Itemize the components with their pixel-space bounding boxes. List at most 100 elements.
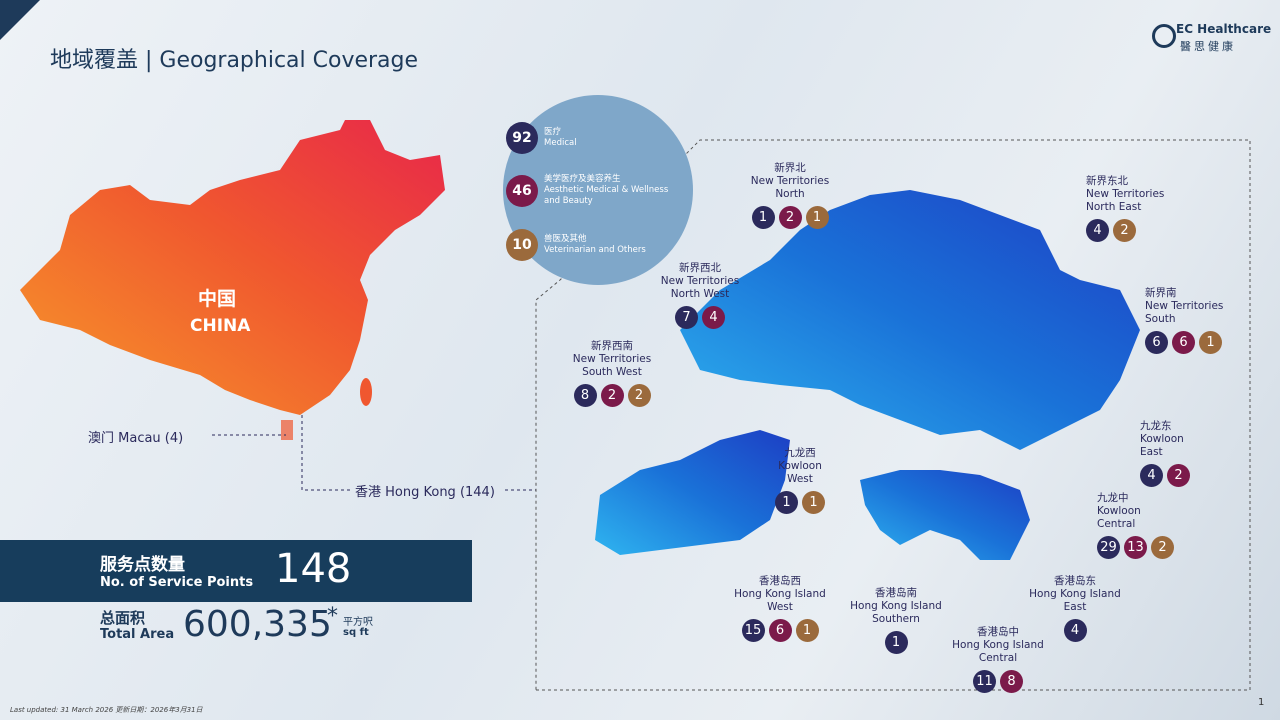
new-territories — [680, 190, 1140, 450]
district-counts: 15 6 1 — [700, 619, 860, 642]
count-badge: 2 — [627, 384, 651, 407]
district-counts: 29 13 2 — [1097, 536, 1257, 559]
district: 香港岛西 Hong Kong Island West 15 6 1 — [700, 575, 860, 642]
taiwan — [360, 378, 372, 406]
count-badge: 4 — [1063, 619, 1087, 642]
count-badge: 1 — [775, 491, 798, 514]
district: 新界西南 New Territories South West 8 2 2 — [532, 340, 692, 407]
area-zh: 总面积 — [100, 609, 146, 627]
district-en: Central — [978, 652, 1018, 664]
china-en: CHINA — [190, 316, 251, 336]
district-en: South West — [582, 366, 642, 378]
legend-text: 兽医及其他 Veterinarian and Others — [544, 234, 674, 256]
district: 香港岛中 Hong Kong Island Central 11 8 — [918, 626, 1078, 693]
legend-count: 92 — [506, 122, 538, 154]
area-note: * — [327, 604, 338, 629]
count-badge: 11 — [973, 670, 996, 693]
page-number: 1 — [1258, 697, 1265, 708]
district-en: North — [775, 188, 805, 200]
legend-count: 10 — [506, 229, 538, 261]
hk-label: 香港 Hong Kong (144) — [355, 485, 495, 500]
district-zh: 香港岛中 — [977, 626, 1019, 638]
legend-text: 医疗 Medical — [544, 127, 674, 149]
district-en: Kowloon — [778, 460, 822, 472]
hk-island — [860, 470, 1030, 560]
count-badge: 1 — [751, 206, 775, 229]
district-en: Kowloon — [1140, 433, 1184, 445]
legend-item: 46 美学医疗及美容养生 Aesthetic Medical & Wellness … — [506, 174, 674, 207]
count-badge: 1 — [795, 619, 819, 642]
count-badge: 8 — [1000, 670, 1023, 693]
legend-en: Veterinarian and Others — [544, 245, 646, 255]
district-zh: 香港岛南 — [875, 587, 917, 599]
district: 香港岛东 Hong Kong Island East 4 — [995, 575, 1155, 642]
district-en: West — [767, 601, 793, 613]
district-en: North West — [670, 288, 730, 300]
district-counts: 11 8 — [918, 670, 1078, 693]
logo-en: EC Healthcare — [1176, 22, 1272, 36]
count-badge: 4 — [702, 306, 725, 329]
count-badge: 1 — [884, 631, 908, 654]
logo-zh: 醫思健康 — [1180, 40, 1236, 53]
count-badge: 6 — [768, 619, 792, 642]
district-en: Hong Kong Island — [850, 600, 942, 612]
count-badge: 2 — [1151, 536, 1174, 559]
points-zh: 服务点数量 — [100, 555, 185, 575]
district-en: West — [787, 473, 813, 485]
district-en: Kowloon — [1097, 505, 1141, 517]
logo-mark — [1152, 24, 1176, 48]
district: 新界西北 New Territories North West 7 4 — [620, 262, 780, 329]
legend-en: Medical — [544, 138, 577, 148]
district-counts: 4 — [995, 619, 1155, 642]
district-en: East — [1063, 601, 1087, 613]
district-zh: 新界南 — [1145, 287, 1177, 299]
district-en: New Territories — [1145, 300, 1224, 312]
district-en: East — [1140, 446, 1163, 458]
district-zh: 香港岛东 — [1054, 575, 1096, 587]
district-en: South — [1145, 313, 1176, 325]
district-zh: 新界西北 — [679, 262, 721, 274]
count-badge: 15 — [741, 619, 765, 642]
district: 九龙中 Kowloon Central 29 13 2 — [1097, 492, 1257, 559]
count-badge: 2 — [600, 384, 624, 407]
count-badge: 4 — [1140, 464, 1163, 487]
area-unit-en: sq ft — [343, 627, 369, 638]
china-zh: 中国 — [198, 288, 237, 310]
macau-label: 澳门 Macau (4) — [88, 431, 184, 446]
district: 新界东北 New Territories North East 4 2 — [1086, 175, 1246, 242]
district-en: Hong Kong Island — [952, 639, 1044, 651]
district-en: New Territories — [1086, 188, 1165, 200]
district-en: New Territories — [750, 175, 830, 187]
district: 新界南 New Territories South 6 6 1 — [1145, 287, 1280, 354]
count-badge: 13 — [1124, 536, 1147, 559]
hk-leader — [301, 415, 350, 491]
district-zh: 九龙西 — [784, 447, 816, 459]
legend-text: 美学医疗及美容养生 Aesthetic Medical & Wellness an… — [544, 174, 674, 207]
count-badge: 4 — [1086, 219, 1109, 242]
lantau — [595, 430, 790, 555]
district-zh: 新界北 — [774, 162, 806, 174]
legend-zh: 兽医及其他 — [544, 234, 587, 244]
district-zh: 新界东北 — [1086, 175, 1128, 187]
legend-zh: 医疗 — [544, 127, 562, 137]
title: 地域覆盖 | Geographical Coverage — [50, 48, 419, 73]
count-badge: 7 — [675, 306, 698, 329]
hk-highlight — [281, 420, 293, 440]
legend-item: 92 医疗 Medical — [506, 122, 674, 154]
points-en: No. of Service Points — [100, 575, 254, 590]
count-badge: 6 — [1145, 331, 1168, 354]
area-en: Total Area — [100, 627, 175, 642]
district: 新界北 New Territories North 1 2 1 — [710, 162, 870, 229]
district-zh: 新界西南 — [591, 340, 633, 352]
count-badge: 2 — [778, 206, 802, 229]
count-badge: 8 — [573, 384, 597, 407]
china-map — [20, 120, 445, 415]
hk-frame — [535, 139, 1251, 691]
legend-circle — [503, 95, 693, 285]
district-en: Southern — [872, 613, 920, 625]
area-unit-zh: 平方呎 — [343, 617, 373, 628]
legend-count: 46 — [506, 174, 538, 207]
